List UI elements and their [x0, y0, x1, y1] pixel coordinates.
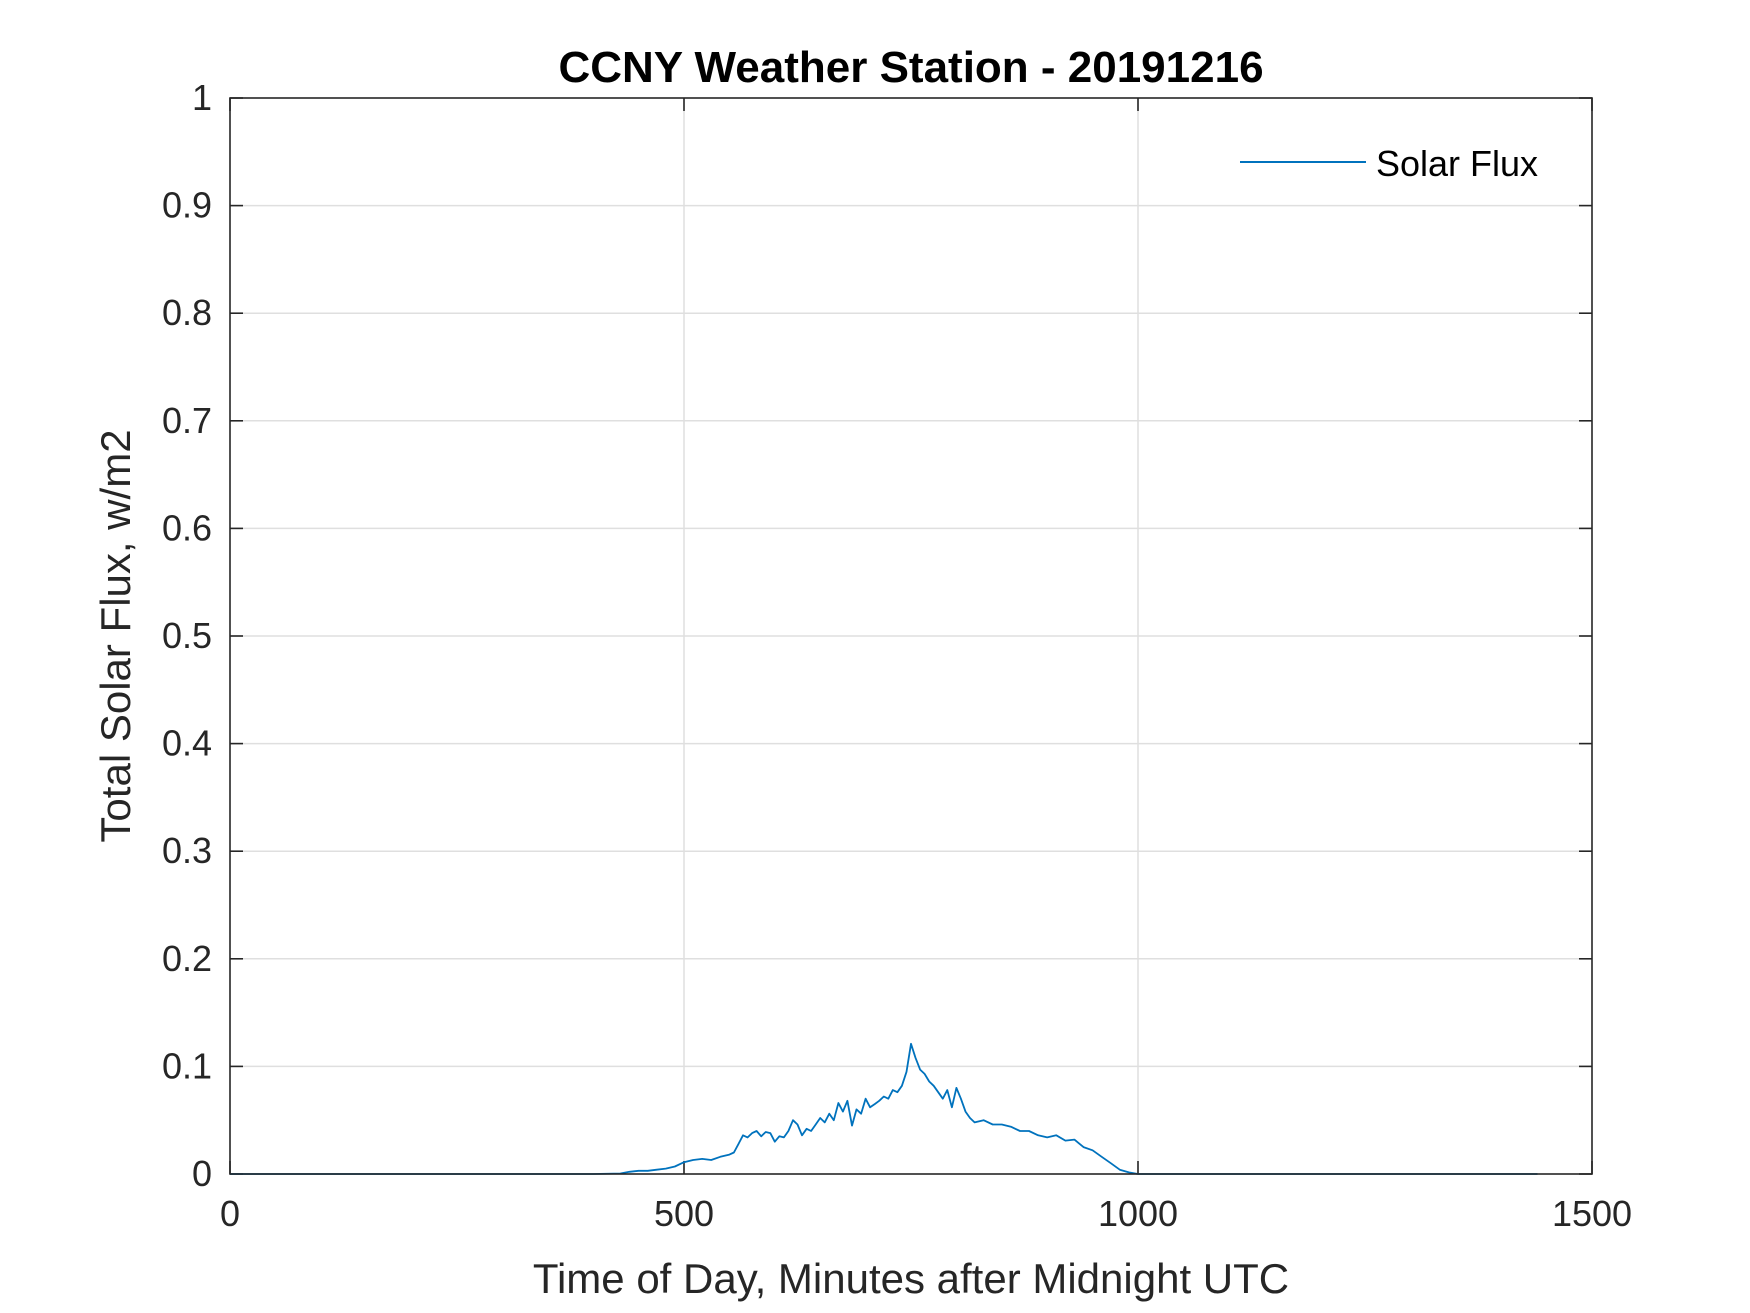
y-tick-label: 0.2: [162, 938, 212, 979]
x-tick-label: 1000: [1098, 1193, 1178, 1234]
legend-label-solar-flux: Solar Flux: [1376, 143, 1538, 184]
y-tick-label: 0.1: [162, 1045, 212, 1086]
series-layer: [230, 1042, 1538, 1175]
chart-title: CCNY Weather Station - 20191216: [558, 43, 1263, 92]
x-tick-label: 500: [654, 1193, 714, 1234]
x-axis-label: Time of Day, Minutes after Midnight UTC: [533, 1255, 1289, 1302]
y-axis-label: Total Solar Flux, w/m2: [92, 429, 139, 842]
grid-layer: [230, 98, 1592, 1174]
y-tick-label: 0.3: [162, 830, 212, 871]
y-tick-label: 0.9: [162, 185, 212, 226]
label-layer: 0 0.1 0.2 0.3 0.4 0.5 0.6 0.7 0.8 0.9 1 0 500 1000 150…: [162, 77, 1632, 1234]
y-tick-label: 0: [192, 1153, 212, 1194]
y-tick-label: 1: [192, 77, 212, 118]
y-tick-label: 0.7: [162, 400, 212, 441]
axes-box: [229, 97, 1593, 1175]
y-tick-label: 0.6: [162, 507, 212, 548]
y-tick-label: 0.8: [162, 292, 212, 333]
x-tick-label: 1500: [1552, 1193, 1632, 1234]
legend: Solar Flux: [1240, 143, 1538, 184]
series-line-solar-flux: [230, 1042, 1538, 1175]
y-tick-label: 0.5: [162, 615, 212, 656]
x-tick-label: 0: [220, 1193, 240, 1234]
y-tick-label: 0.4: [162, 723, 212, 764]
